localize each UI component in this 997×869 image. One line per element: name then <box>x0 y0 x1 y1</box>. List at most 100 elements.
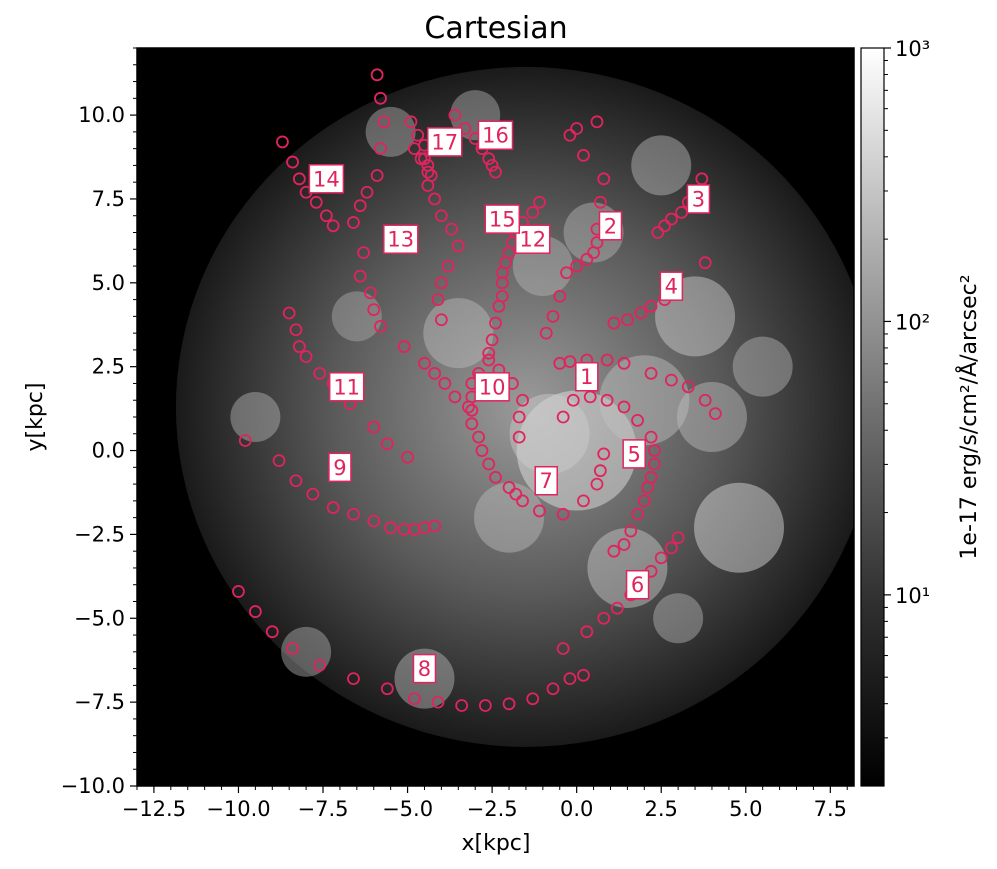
arm-point <box>306 487 320 501</box>
arm-13 <box>347 68 475 414</box>
arm-point <box>631 507 644 521</box>
arm-point <box>533 195 546 209</box>
arm-point <box>232 585 245 598</box>
arm-point <box>462 400 475 414</box>
arm-point <box>438 377 452 390</box>
arm-point <box>465 417 479 431</box>
arm-point <box>577 148 590 162</box>
arm-point <box>418 356 431 370</box>
arm-point <box>431 293 445 306</box>
arm-label: 10 <box>479 375 506 399</box>
arm-label: 1 <box>580 365 593 389</box>
arm-point <box>482 346 496 360</box>
x-tick-label: −5.0 <box>382 797 433 821</box>
arm-point <box>380 437 394 451</box>
arm-point <box>641 481 655 494</box>
y-tick-label: 0.0 <box>92 439 125 463</box>
arm-point <box>664 541 678 555</box>
arm-point <box>495 266 509 280</box>
arm-point <box>448 390 462 404</box>
arm-point <box>478 699 492 712</box>
arm-point <box>597 447 611 461</box>
arm-point <box>374 91 387 105</box>
colorbar-tick-label: 10³ <box>895 37 930 61</box>
arm-point <box>651 226 665 239</box>
arm-point <box>617 538 631 551</box>
arm-point <box>404 115 418 129</box>
arm-point <box>546 682 560 696</box>
arm-point <box>313 366 327 380</box>
arm-point <box>374 320 387 333</box>
arm-point <box>485 333 499 347</box>
arm-point <box>414 152 428 166</box>
arm-point <box>607 316 621 330</box>
arm-point <box>482 457 496 471</box>
arm-point <box>384 521 398 535</box>
arm-point <box>563 355 577 369</box>
arm-point <box>502 481 516 494</box>
arm-point <box>326 219 340 233</box>
arm-point <box>357 246 370 260</box>
arm-label-box <box>625 569 650 600</box>
arm-label-box <box>383 224 419 254</box>
arm-point <box>448 108 462 122</box>
arm-2 <box>539 115 611 340</box>
arm-point <box>563 128 577 142</box>
arm-point <box>360 185 374 199</box>
arm-point <box>587 246 600 260</box>
colorbar: 10¹ 10² 10³ 1e-17 erg/s/cm²/Å/arcsec² <box>860 37 982 787</box>
arm-point <box>313 658 327 672</box>
arm-label-box <box>328 372 365 402</box>
emission-blob <box>423 298 494 369</box>
arm-label: 13 <box>387 228 414 252</box>
arm-point <box>411 128 425 142</box>
arm-point <box>553 289 567 303</box>
arm-point <box>617 356 631 370</box>
y-axis-label: y[kpc] <box>23 383 48 452</box>
arm-point <box>445 222 458 236</box>
arm-point <box>708 407 722 421</box>
arm-8 <box>232 585 590 712</box>
arm-point <box>353 269 367 283</box>
arm-point <box>380 682 394 696</box>
arm-point <box>512 410 526 424</box>
arm-point <box>563 672 577 686</box>
arm-point <box>600 353 614 367</box>
y-tick-label: 5.0 <box>92 271 125 295</box>
arm-5 <box>556 390 661 558</box>
arm-point <box>238 434 252 447</box>
arm-point <box>428 366 442 380</box>
arm-point <box>489 470 502 484</box>
x-tick-label: 2.5 <box>645 797 678 821</box>
arm-point <box>489 316 502 330</box>
arm-point <box>472 430 485 444</box>
heatmap-image <box>137 48 854 786</box>
arm-label: 3 <box>692 187 705 211</box>
arm-point <box>556 642 570 655</box>
y-tick-label: −7.5 <box>74 690 125 714</box>
x-tick-label: −2.5 <box>467 797 518 821</box>
arm-label-box <box>514 224 551 254</box>
arm-point <box>347 672 360 686</box>
arm-point <box>370 68 384 82</box>
arm-point <box>590 477 604 491</box>
x-tick-label: 7.5 <box>814 797 847 821</box>
arm-label: 7 <box>540 469 553 493</box>
arm-point <box>560 266 573 280</box>
emission-blob <box>509 393 590 474</box>
y-tick-label: −10.0 <box>61 774 125 798</box>
arm-point <box>671 531 685 545</box>
arm-point <box>664 212 678 226</box>
arm-point <box>374 142 387 156</box>
y-tick-label: 2.5 <box>92 355 125 379</box>
arm-point <box>681 380 695 394</box>
arm-point <box>434 209 448 223</box>
emission-blob <box>732 336 793 397</box>
arm-point <box>617 400 631 414</box>
emission-blob <box>230 392 281 442</box>
arm-label: 9 <box>333 456 346 480</box>
emission-blob <box>631 135 692 196</box>
arm-label-box <box>427 127 463 157</box>
arm-point <box>621 313 634 327</box>
